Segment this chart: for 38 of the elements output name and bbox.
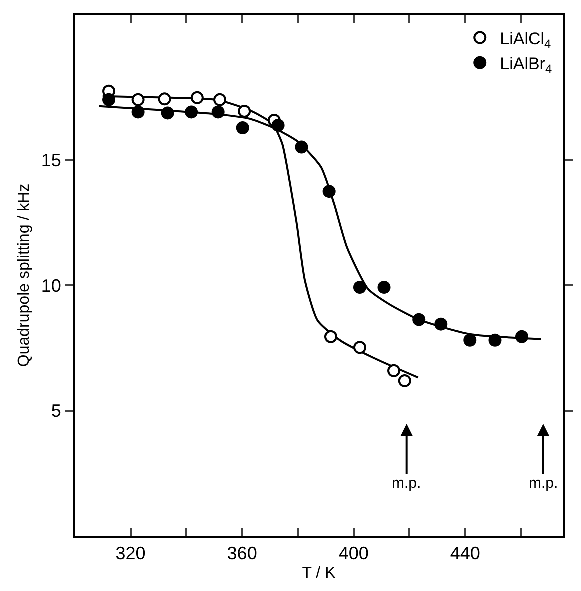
point [434,318,448,331]
point [132,93,145,106]
point [324,330,338,344]
point [185,106,198,119]
x-tick-label: 400 [338,544,369,564]
point [236,121,250,134]
point [488,334,502,347]
y-axis-title: Quadrupole splitting / kHz [16,184,33,368]
x-tick-label: 360 [227,544,258,564]
point [388,364,401,378]
point [353,281,366,294]
legend-label: LiAlBr$_{4}$ [500,54,552,76]
y-tick-label: 5 [51,401,62,422]
point [378,281,391,294]
point [295,140,308,154]
point [132,106,145,119]
x-tick-label: 440 [450,544,480,564]
point [102,93,116,106]
point [190,91,204,104]
y-tick-label: 15 [41,150,62,171]
point [412,313,426,326]
y-tick-label: 10 [41,276,62,296]
point [214,93,227,106]
point [158,92,172,106]
point [322,185,336,198]
x-axis-title: T / K [302,564,336,582]
point [238,104,252,118]
point [353,341,366,354]
legend-label: LiAlCl$_{4}$ [500,29,552,51]
point [272,118,285,132]
point [161,106,174,120]
point [516,330,529,344]
point [398,374,412,388]
x-tick-label: 320 [116,544,146,564]
point [464,334,477,347]
ref-line-label: m.p. [529,475,558,492]
point [212,106,225,119]
ref-line-label: m.p. [392,475,422,492]
